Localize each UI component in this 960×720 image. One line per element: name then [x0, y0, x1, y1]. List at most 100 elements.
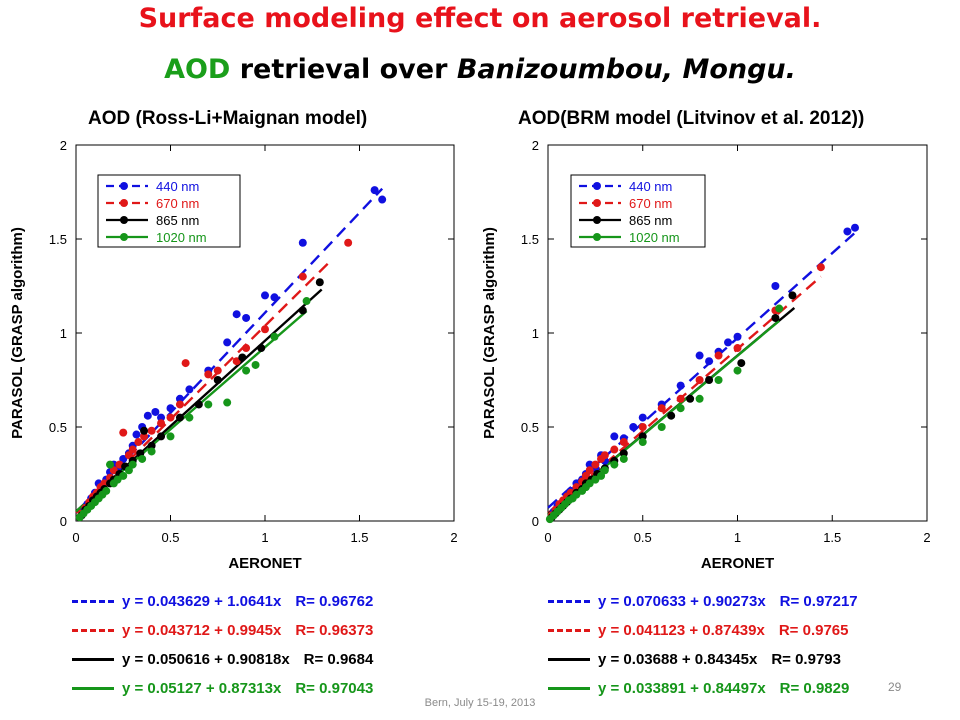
- fit-row-670: y = 0.043712 + 0.9945x R= 0.96373: [72, 619, 373, 643]
- point-440: [151, 407, 160, 416]
- point-440: [232, 310, 241, 319]
- slide-title-line2: AOD retrieval over Banizoumbou, Mongu.: [0, 53, 960, 87]
- point-1020: [119, 471, 128, 480]
- point-1020: [270, 332, 279, 341]
- point-440: [185, 385, 194, 394]
- point-440: [610, 432, 619, 441]
- point-670: [242, 344, 251, 353]
- point-670: [213, 366, 222, 375]
- point-865: [686, 394, 695, 403]
- title-middle-text: retrieval over: [230, 54, 457, 85]
- x-tick-label: 2: [923, 530, 930, 545]
- point-440: [132, 430, 141, 439]
- fit-row-line-865: [548, 657, 590, 661]
- point-1020: [102, 486, 111, 495]
- point-670: [109, 466, 118, 475]
- point-1020: [733, 366, 742, 375]
- point-1020: [597, 471, 606, 480]
- fit-line-670: [75, 259, 332, 514]
- legend-label-865: 865 nm: [156, 213, 199, 228]
- point-865: [667, 411, 676, 420]
- fit-equation-1020: y = 0.033891 + 0.84497x: [598, 680, 766, 697]
- fit-row-line-440: [548, 599, 590, 603]
- y-tick-label: 0.5: [521, 420, 539, 435]
- point-440: [242, 313, 251, 322]
- y-tick-label: 1: [532, 326, 539, 341]
- point-670: [585, 466, 594, 475]
- point-670: [581, 471, 590, 480]
- point-1020: [676, 404, 685, 413]
- point-865: [298, 306, 307, 315]
- point-1020: [302, 297, 311, 306]
- point-1020: [147, 447, 156, 456]
- point-440: [143, 411, 152, 420]
- point-670: [600, 451, 609, 460]
- x-axis-label: AERONET: [228, 555, 301, 572]
- fit-equation-1020: y = 0.05127 + 0.87313x: [122, 680, 282, 697]
- legend-label-865: 865 nm: [629, 213, 672, 228]
- point-865: [638, 432, 647, 441]
- point-865: [194, 400, 203, 409]
- point-1020: [251, 360, 260, 369]
- point-670: [816, 263, 825, 272]
- fit-r-value-1020: R= 0.9829: [779, 680, 850, 697]
- legend-marker-1020: [593, 233, 601, 241]
- fit-r-value-440: R= 0.96762: [295, 593, 374, 610]
- point-1020: [223, 398, 232, 407]
- point-1020: [124, 466, 133, 475]
- fit-equation-670: y = 0.041123 + 0.87439x: [598, 622, 765, 639]
- point-440: [166, 404, 175, 413]
- fit-row-line-1020: [72, 686, 114, 690]
- y-axis-label: PARASOL (GRASP algorithm): [481, 227, 498, 439]
- point-440: [119, 454, 128, 463]
- fit-row-865: y = 0.050616 + 0.90818x R= 0.9684: [72, 648, 373, 672]
- point-670: [204, 370, 213, 379]
- point-1020: [106, 460, 115, 469]
- title-place-names: Banizoumbou, Mongu.: [456, 54, 796, 85]
- fit-row-1020: y = 0.033891 + 0.84497x R= 0.9829: [548, 677, 849, 701]
- footer-text: Bern, July 15-19, 2013: [424, 697, 536, 709]
- point-440: [261, 291, 269, 300]
- legend-marker-670: [593, 199, 601, 207]
- point-670: [124, 451, 133, 460]
- point-440: [705, 357, 714, 366]
- x-tick-label: 0: [72, 530, 79, 545]
- y-axis-label: PARASOL (GRASP algorithm): [9, 227, 26, 439]
- fit-r-value-440: R= 0.97217: [779, 593, 858, 610]
- fit-row-line-670: [72, 628, 114, 632]
- x-tick-label: 1.5: [350, 530, 368, 545]
- point-440: [733, 332, 742, 341]
- legend-label-1020: 1020 nm: [629, 230, 680, 245]
- point-440: [157, 413, 166, 422]
- fit-r-value-670: R= 0.9765: [778, 622, 849, 639]
- fit-r-value-1020: R= 0.97043: [295, 680, 374, 697]
- y-tick-label: 1: [60, 326, 67, 341]
- point-440: [223, 338, 232, 347]
- x-tick-label: 0.5: [634, 530, 652, 545]
- point-865: [788, 291, 797, 300]
- point-865: [257, 344, 266, 353]
- fit-equation-865: y = 0.050616 + 0.90818x: [122, 651, 290, 668]
- fit-equation-440: y = 0.043629 + 1.0641x: [122, 593, 282, 610]
- chart-title: AOD(BRM model (Litvinov et al. 2012)): [518, 108, 864, 129]
- legend-marker-1020: [120, 233, 128, 241]
- fit-row-440: y = 0.070633 + 0.90273x R= 0.97217: [548, 590, 858, 614]
- legend-label-670: 670 nm: [629, 196, 672, 211]
- chart-right: AOD(BRM model (Litvinov et al. 2012)) 0 0.…: [481, 108, 931, 572]
- x-tick-label: 1: [261, 530, 268, 545]
- fit-r-value-670: R= 0.96373: [295, 622, 374, 639]
- point-1020: [242, 366, 251, 375]
- point-670: [261, 325, 269, 334]
- point-1020: [714, 376, 723, 384]
- point-1020: [619, 454, 628, 463]
- legend-marker-865: [120, 216, 128, 224]
- point-865: [771, 313, 780, 322]
- point-440: [298, 238, 307, 247]
- legend-marker-440: [593, 182, 601, 190]
- y-tick-label: 2: [60, 138, 67, 153]
- fit-row-865: y = 0.03688 + 0.84345x R= 0.9793: [548, 648, 841, 672]
- point-670: [657, 404, 666, 413]
- y-tick-label: 2: [532, 138, 539, 153]
- point-1020: [775, 304, 784, 313]
- point-1020: [138, 454, 147, 463]
